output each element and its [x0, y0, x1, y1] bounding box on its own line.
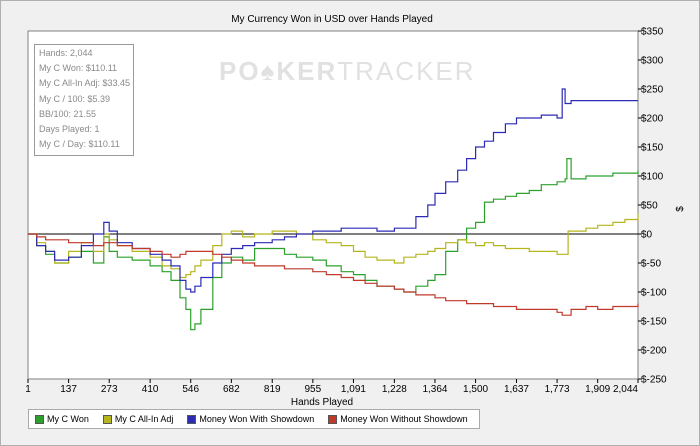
x-axis: 1 137 273 410 546 682 819 955 1,091 1,228 1,364 1,5…: [25, 379, 639, 395]
y-tick-label: $-50: [641, 259, 661, 270]
pokertracker-watermark: PO♠KERTRACKER: [219, 56, 476, 86]
legend-label: Money Won Without Showdown: [340, 414, 468, 424]
x-tick-label: 682: [223, 384, 240, 395]
series-lines: [28, 88, 639, 331]
x-tick-label: 1: [25, 384, 31, 395]
x-tick-label: 410: [142, 384, 159, 395]
y-tick-label: $250: [641, 85, 664, 96]
y-tick-label: $-250: [641, 375, 667, 386]
x-tick-label: 546: [182, 384, 199, 395]
stats-box: Hands: 2,044 My C Won: $110.11 My C All-…: [34, 44, 134, 156]
stat-allin-adj: My C All-In Adj: $33.45: [39, 78, 131, 89]
x-tick-label: 1,091: [341, 384, 366, 395]
y-axis-label: $: [675, 206, 686, 212]
x-tick-label: 1,909: [585, 384, 610, 395]
legend-item-1: My C Won: [35, 414, 89, 424]
stat-bb-100: BB/100: 21.55: [39, 108, 97, 119]
y-tick-label: $300: [641, 56, 664, 67]
y-tick-label: $-200: [641, 346, 667, 357]
legend-swatch: [102, 414, 112, 424]
x-tick-label: 1,500: [463, 384, 488, 395]
legend-label: My C Won: [47, 414, 89, 424]
stat-per-day: My C / Day: $110.11: [39, 139, 120, 150]
x-tick-label: 1,228: [382, 384, 407, 395]
x-tick-label: 1,773: [545, 384, 570, 395]
y-axis: $-250 $-200 $-150 $-100 $-50 $0 $50 $100 $150 $20…: [638, 27, 667, 386]
x-tick-label: 2,044: [613, 384, 638, 395]
y-tick-label: $350: [641, 27, 664, 38]
series-line-3: [28, 88, 638, 293]
y-tick-label: $0: [641, 230, 653, 241]
x-tick-label: 1,637: [504, 384, 529, 395]
legend-item-4: Money Won Without Showdown: [328, 414, 468, 424]
chart-title: My Currency Won in USD over Hands Played: [231, 14, 433, 25]
stat-per-100: My C / 100: $5.39: [39, 93, 111, 104]
x-tick-label: 137: [60, 384, 77, 395]
series-line-1: [28, 158, 639, 331]
x-axis-label: Hands Played: [291, 397, 353, 408]
x-tick-label: 1,364: [422, 384, 447, 395]
y-tick-label: $200: [641, 114, 664, 125]
y-tick-label: $-150: [641, 317, 667, 328]
y-tick-label: $100: [641, 172, 664, 183]
x-tick-label: 955: [305, 384, 322, 395]
legend-swatch: [328, 414, 338, 424]
y-tick-label: $50: [641, 201, 658, 212]
x-tick-label: 273: [101, 384, 118, 395]
stat-days-played: Days Played: 1: [39, 124, 100, 135]
legend-swatch: [187, 414, 197, 424]
legend-item-2: My C All-In Adj: [102, 414, 174, 424]
legend-swatch: [35, 414, 44, 424]
series-line-4: [28, 233, 639, 316]
legend-label: Money Won With Showdown: [199, 414, 315, 424]
stat-hands: Hands: 2,044: [39, 48, 93, 58]
x-tick-label: 819: [264, 384, 281, 395]
legend-item-3: Money Won With Showdown: [187, 414, 314, 424]
stat-won: My C Won: $110.11: [39, 63, 118, 74]
chart-legend: My C Won My C All-In Adj Money Won With Sh…: [28, 409, 480, 429]
y-tick-label: $150: [641, 143, 664, 154]
legend-label: My C All-In Adj: [114, 414, 174, 424]
y-tick-label: $-100: [641, 288, 667, 299]
